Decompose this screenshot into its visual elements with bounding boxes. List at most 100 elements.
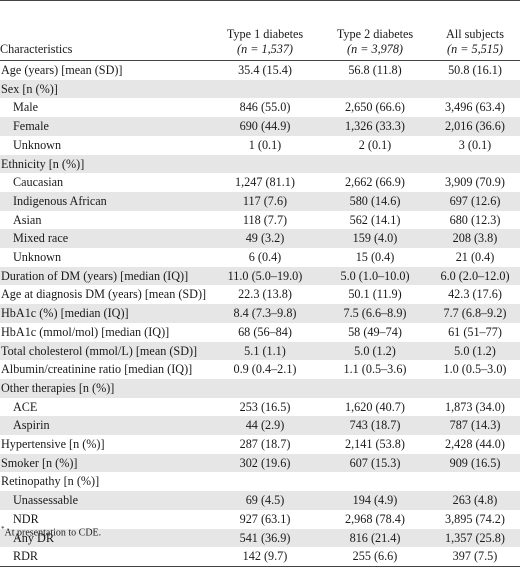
all-value: 3,895 (74.2) — [445, 511, 505, 526]
row-label: Caucasian — [13, 175, 64, 190]
all-value: 3,496 (63.4) — [445, 100, 505, 115]
header-all-title: All subjects — [446, 27, 504, 41]
type1-value: 69 (4.5) — [210, 491, 320, 510]
row-label: Other therapies [n (%)] — [0, 378, 210, 398]
header-type1: Type 1 diabetes (n = 1,537) — [210, 0, 320, 61]
type1-value: 8.4 (7.3–9.8) — [210, 304, 320, 323]
type2-value: 7.5 (6.6–8.9) — [320, 304, 430, 323]
type1-value: 117 (7.6) — [210, 191, 320, 211]
type1-value: 287 (18.7) — [239, 437, 291, 452]
all-value — [430, 472, 520, 491]
type2-value — [320, 378, 430, 398]
type1-value: 142 (9.7) — [210, 547, 320, 567]
type2-value: 15 (0.4) — [355, 250, 395, 265]
table-row: Other therapies [n (%)] — [0, 378, 520, 398]
type1-value: 35.4 (15.4) — [238, 63, 292, 77]
type1-value — [210, 154, 320, 174]
table-row: Unknown 1 (0.1) 2 (0.1) 3 (0.1) — [0, 136, 520, 155]
all-value: 50.8 (16.1) — [448, 63, 502, 77]
type1-value: 6 (0.4) — [248, 250, 282, 265]
header-all: All subjects (n = 5,515) — [430, 0, 520, 61]
header-characteristics: Characteristics — [0, 0, 210, 61]
type2-value: 2 (0.1) — [358, 137, 392, 152]
table-row: Smoker [n (%)] 302 (19.6) 607 (15.3) 909 (1… — [0, 453, 520, 473]
header-type1-title: Type 1 diabetes — [226, 27, 304, 41]
row-label: Retinopathy [n (%)] — [1, 474, 100, 489]
type2-value: 58 (49–74) — [348, 324, 402, 339]
type2-value: 194 (4.9) — [320, 491, 430, 510]
type2-value: 1.1 (0.5–3.6) — [343, 362, 407, 377]
table-row: Age (years) [mean (SD)] 35.4 (15.4) 56.8 (… — [0, 61, 520, 80]
all-value: 5.0 (1.2) — [430, 341, 520, 361]
type2-value: 743 (18.7) — [320, 416, 430, 436]
row-label: Unknown — [13, 250, 62, 265]
row-label: NDR — [13, 511, 39, 526]
type2-value: 1,326 (33.3) — [320, 117, 430, 136]
row-label: Sex [n (%)] — [0, 79, 210, 99]
type1-value: 1,247 (81.1) — [235, 175, 295, 190]
all-value: 1,873 (34.0) — [445, 399, 505, 414]
all-value: 1,357 (25.8) — [430, 528, 520, 548]
type1-value: 690 (44.9) — [210, 117, 320, 136]
row-label: HbA1c (mmol/mol) [median (IQ)] — [1, 324, 170, 339]
footnote-text: At presentation to CDE. — [4, 527, 102, 539]
all-value: 208 (3.8) — [430, 229, 520, 249]
type1-value: 541 (36.9) — [210, 528, 320, 548]
table-row: Caucasian 1,247 (81.1) 2,662 (66.9) 3,909 (… — [0, 173, 520, 192]
type1-value: 49 (3.2) — [210, 229, 320, 249]
table-row: Male 846 (55.0) 2,650 (66.6) 3,496 (63.4) — [0, 98, 520, 117]
all-value — [430, 154, 520, 174]
row-label: Female — [0, 117, 210, 136]
type2-value — [320, 79, 430, 99]
type1-value: 11.0 (5.0–19.0) — [210, 266, 320, 286]
type2-value — [320, 472, 430, 491]
row-label: RDR — [0, 547, 210, 567]
header-type2-title: Type 2 diabetes — [336, 27, 414, 41]
table-row: Aspirin 44 (2.9) 743 (18.7) 787 (14.3) — [0, 416, 520, 436]
all-value: 61 (51–77) — [448, 324, 502, 339]
type2-value: 255 (6.6) — [320, 547, 430, 567]
type2-value: 5.0 (1.0–10.0) — [320, 266, 430, 286]
type1-value: 5.1 (1.1) — [210, 341, 320, 361]
all-value: 787 (14.3) — [430, 416, 520, 436]
table-row: RDR 142 (9.7) 255 (6.6) 397 (7.5) — [0, 547, 520, 567]
type2-value: 1,620 (40.7) — [345, 399, 405, 414]
header-type2: Type 2 diabetes (n = 3,978) — [320, 0, 430, 61]
row-label: Indigenous African — [0, 191, 210, 211]
row-label: Ethnicity [n (%)] — [0, 154, 210, 174]
table-row: Mixed race 49 (3.2) 159 (4.0) 208 (3.8) — [0, 229, 520, 249]
row-label: ACE — [13, 399, 38, 414]
all-value: 397 (7.5) — [430, 547, 520, 567]
table-row: Indigenous African 117 (7.6) 580 (14.6) 697… — [0, 191, 520, 211]
row-label: Hypertensive [n (%)] — [1, 437, 105, 452]
table-row: Unknown 6 (0.4) 15 (0.4) 21 (0.4) — [0, 248, 520, 267]
type1-value: 302 (19.6) — [210, 453, 320, 473]
row-label: Albumin/creatinine ratio [median (IQ)] — [1, 362, 193, 377]
type2-value: 5.0 (1.2) — [320, 341, 430, 361]
type1-value: 22.3 (13.8) — [238, 287, 292, 302]
type1-value: 1 (0.1) — [248, 137, 282, 152]
type2-value: 2,968 (78.4) — [345, 511, 405, 526]
type2-value — [320, 154, 430, 174]
row-label: Unknown — [13, 137, 62, 152]
table-body: Age (years) [mean (SD)] 35.4 (15.4) 56.8 (… — [0, 61, 520, 567]
table-row: Asian 118 (7.7) 562 (14.1) 680 (12.3) — [0, 211, 520, 230]
row-label: Smoker [n (%)] — [0, 453, 210, 473]
type1-value: 846 (55.0) — [239, 100, 291, 115]
row-label: Age (years) [mean (SD)] — [1, 63, 123, 77]
all-value: 2,428 (44.0) — [445, 437, 505, 452]
all-value: 6.0 (2.0–12.0) — [430, 266, 520, 286]
row-label: Unassessable — [0, 491, 210, 510]
type1-value: 44 (2.9) — [210, 416, 320, 436]
table-row: Ethnicity [n (%)] — [0, 154, 520, 174]
header-type1-n: (n = 1,537) — [237, 42, 293, 56]
table-row: Albumin/creatinine ratio [median (IQ)] 0.… — [0, 360, 520, 379]
all-value — [430, 378, 520, 398]
all-value — [430, 79, 520, 99]
footnote: *At presentation to CDE. — [1, 525, 101, 538]
table-row: HbA1c (%) [median (IQ)] 8.4 (7.3–9.8) 7.5 … — [0, 304, 520, 323]
type2-value: 2,141 (53.8) — [345, 437, 405, 452]
all-value: 21 (0.4) — [455, 250, 495, 265]
type1-value: 927 (63.1) — [239, 511, 291, 526]
table-row: ACE 253 (16.5) 1,620 (40.7) 1,873 (34.0) — [0, 398, 520, 417]
